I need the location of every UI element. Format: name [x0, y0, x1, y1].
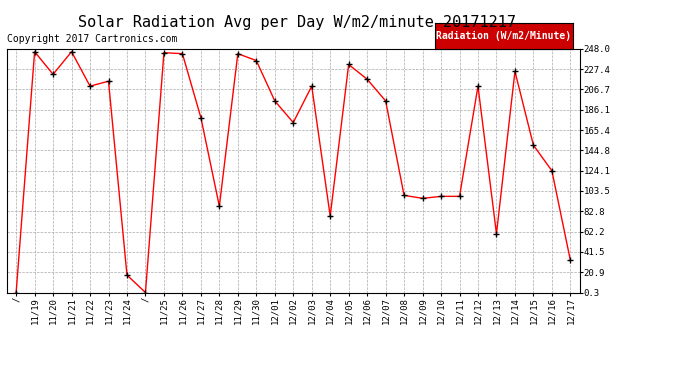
Text: Copyright 2017 Cartronics.com: Copyright 2017 Cartronics.com [7, 34, 177, 44]
Text: Solar Radiation Avg per Day W/m2/minute 20171217: Solar Radiation Avg per Day W/m2/minute … [78, 15, 515, 30]
Text: Radiation (W/m2/Minute): Radiation (W/m2/Minute) [436, 31, 571, 40]
